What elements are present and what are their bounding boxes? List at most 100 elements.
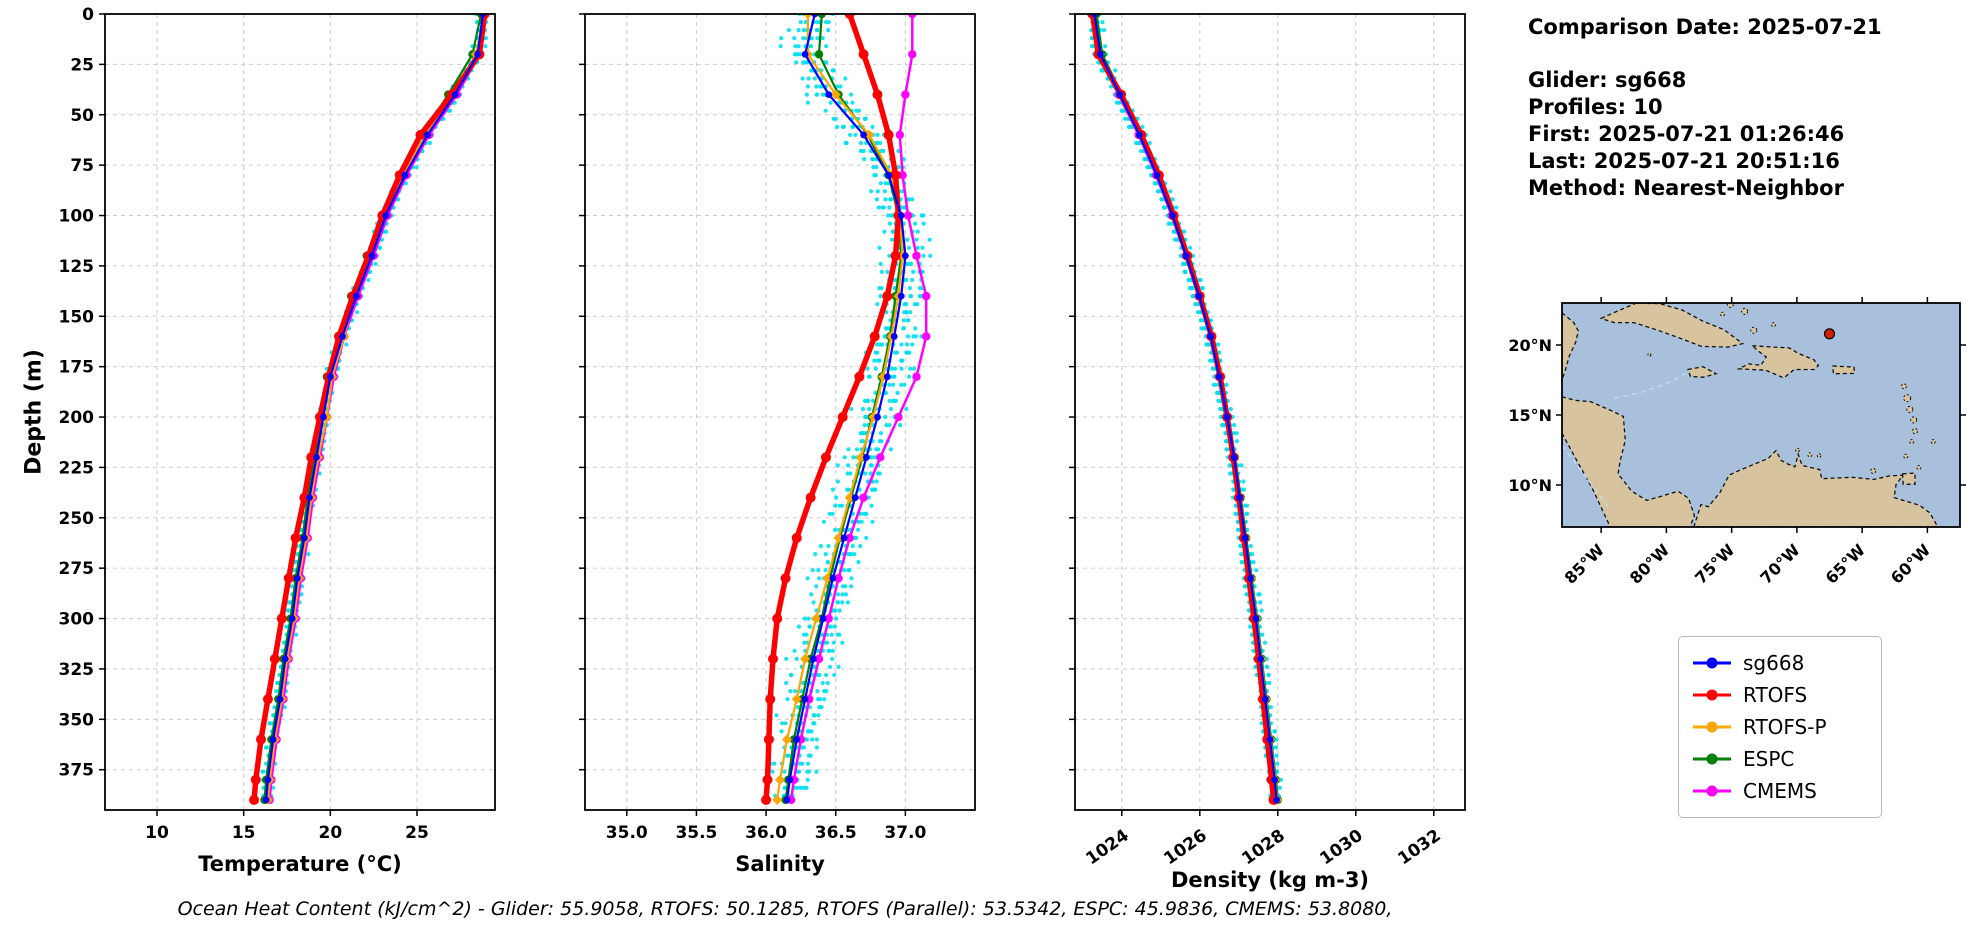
svg-text:0: 0 [82, 5, 94, 25]
axes-border [584, 13, 976, 811]
legend-item-rtofs-p: RTOFS-P [1691, 711, 1869, 743]
axes-border [104, 13, 496, 811]
island [1916, 465, 1922, 470]
land-polygon [1687, 366, 1718, 378]
svg-text:300: 300 [59, 610, 95, 630]
svg-text:1026: 1026 [1160, 826, 1210, 870]
svg-text:50: 50 [70, 106, 94, 126]
series-RTOFS-P [1088, 14, 1283, 805]
svg-text:70°W: 70°W [1756, 540, 1804, 588]
svg-text:175: 175 [59, 358, 95, 378]
svg-text:200: 200 [59, 408, 95, 428]
info-line: First: 2025-07-21 01:26:46 [1528, 122, 1845, 146]
svg-text:375: 375 [59, 761, 95, 781]
y-tick-labels: 0 25 50 75 100 125 150 175 200 225 250 275 300 325 350… [59, 5, 105, 781]
svg-text:20: 20 [318, 823, 342, 843]
legend-label: sg668 [1743, 651, 1805, 675]
axes-border [1074, 13, 1466, 811]
depth-axis-label: Depth (m) [21, 349, 47, 475]
island [1741, 307, 1749, 315]
grid [1075, 13, 1465, 810]
x-tick-labels: 35.0 35.5 36.0 36.5 37.0 [606, 810, 926, 843]
svg-text:350: 350 [59, 710, 95, 730]
svg-text:10°N: 10°N [1508, 476, 1552, 495]
grid [585, 13, 975, 810]
svg-text:36.5: 36.5 [815, 823, 857, 843]
island [1912, 428, 1918, 435]
series-sg668 [262, 14, 487, 804]
glider-location-marker [1823, 328, 1836, 340]
svg-text:325: 325 [59, 660, 95, 680]
island [1910, 416, 1918, 424]
land-polygon [1599, 303, 1745, 348]
info-gap [1528, 41, 1882, 67]
svg-text:275: 275 [59, 559, 95, 579]
legend-item-rtofs: RTOFS [1691, 679, 1869, 711]
island [1807, 452, 1813, 458]
legend-marker-icon [1693, 657, 1731, 669]
salinity-data [761, 14, 933, 805]
density-profile-plot: 1024 1026 1028 1030 1032 [1069, 13, 1466, 869]
map-content [1562, 303, 1960, 527]
info-line: Last: 2025-07-21 20:51:16 [1528, 149, 1840, 173]
y-tick-labels [1069, 13, 1075, 771]
legend-label: ESPC [1743, 747, 1795, 771]
island [1903, 394, 1912, 403]
island [1647, 352, 1652, 357]
series-RTOFS [761, 14, 904, 805]
temperature-axis-label: Temperature (°C) [198, 852, 402, 876]
svg-text:10: 10 [145, 823, 169, 843]
comparison-info-panel: Comparison Date: 2025-07-21 Glider: sg668… [1528, 14, 1882, 202]
glider-scatter [1086, 14, 1284, 799]
info-line: Method: Nearest-Neighbor [1528, 176, 1844, 200]
svg-text:1032: 1032 [1394, 826, 1444, 870]
svg-text:150: 150 [59, 307, 95, 327]
svg-text:1024: 1024 [1082, 826, 1132, 870]
legend-label: CMEMS [1743, 779, 1817, 803]
svg-text:35.0: 35.0 [606, 823, 648, 843]
x-tick-labels: 10 15 20 25 [145, 810, 429, 843]
ocean-heat-content-caption: Ocean Heat Content (kJ/cm^2) - Glider: 5… [177, 898, 1393, 920]
map-inset: 85°W 80°W 75°W 70°W 65°W 60°W 20°N 15°N 10°N [1508, 297, 1966, 588]
svg-text:20°N: 20°N [1508, 336, 1552, 355]
glider-scatter [260, 14, 489, 799]
svg-text:100: 100 [59, 207, 95, 227]
island [1903, 453, 1909, 459]
island [1750, 326, 1758, 334]
info-line: Glider: sg668 [1528, 68, 1687, 92]
series-ESPC [260, 14, 486, 805]
svg-text:35.5: 35.5 [675, 823, 717, 843]
island [1900, 383, 1907, 390]
temperature-profile-plot: 10 15 20 2502550751001251501752002252502753… [59, 5, 496, 843]
legend-marker-icon [1693, 721, 1731, 733]
svg-text:85°W: 85°W [1561, 540, 1609, 588]
svg-text:15°N: 15°N [1508, 406, 1552, 425]
island [1795, 447, 1800, 453]
island [1770, 322, 1776, 328]
svg-text:25: 25 [70, 55, 94, 75]
series-RTOFS [1087, 14, 1279, 805]
salinity-axis-label: Salinity [735, 852, 825, 876]
legend-marker-icon [1693, 689, 1731, 701]
series-sg668 [1091, 14, 1281, 804]
bathymetry-contour [1562, 445, 1609, 507]
info-line: Profiles: 10 [1528, 95, 1663, 119]
island [1870, 468, 1877, 474]
svg-text:225: 225 [59, 458, 95, 478]
land-polygon [1901, 472, 1916, 485]
legend-marker-icon [1693, 753, 1731, 765]
island [1720, 311, 1725, 317]
svg-text:37.0: 37.0 [884, 823, 926, 843]
legend-label: RTOFS [1743, 683, 1808, 707]
info-line: Comparison Date: 2025-07-21 [1528, 15, 1882, 39]
svg-text:75°W: 75°W [1691, 540, 1739, 588]
temperature-data [249, 14, 490, 805]
series-ESPC [1092, 14, 1282, 805]
svg-text:15: 15 [232, 823, 256, 843]
land-polygon [1736, 344, 1820, 379]
svg-text:60°W: 60°W [1887, 540, 1935, 588]
legend-item-cmems: CMEMS [1691, 775, 1869, 807]
island [1726, 303, 1734, 308]
legend-item-espc: ESPC [1691, 743, 1869, 775]
